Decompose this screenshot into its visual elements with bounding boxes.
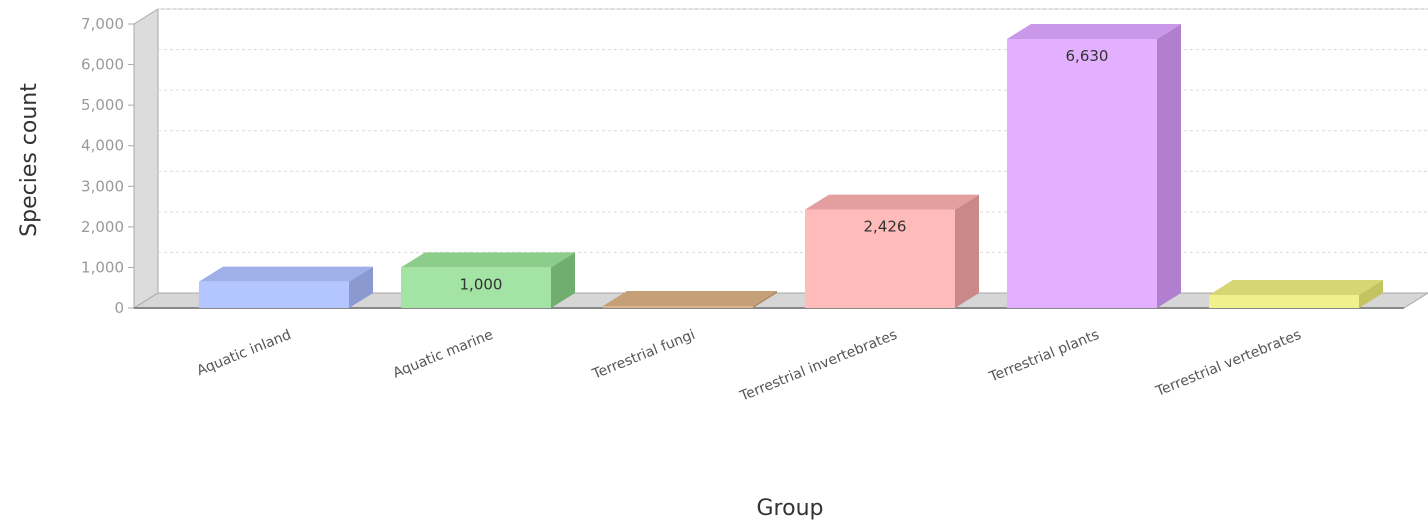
data-label: 1,000	[460, 275, 503, 293]
bar-side	[753, 290, 777, 308]
y-tick-label: 7,000	[81, 15, 124, 33]
x-tick-label: Aquatic inland	[195, 327, 294, 379]
bar-top	[1007, 24, 1181, 40]
x-tick-label: Terrestrial vertebrates	[1153, 327, 1304, 400]
x-tick-label: Aquatic marine	[391, 327, 496, 382]
x-tick-label: Terrestrial invertebrates	[737, 327, 900, 405]
y-tick-label: 6,000	[81, 56, 124, 74]
bar-5	[1007, 24, 1181, 309]
bar-top	[805, 194, 979, 210]
bar-front	[401, 267, 551, 308]
x-tick-label: Terrestrial plants	[986, 327, 1101, 386]
bar-4	[805, 194, 979, 308]
gridlines	[158, 8, 1428, 253]
y-tick-label: 1,000	[81, 258, 124, 276]
bar-front	[1007, 39, 1157, 309]
bar-front	[1209, 295, 1359, 308]
chart-walls	[132, 8, 1428, 309]
bar-front	[199, 281, 349, 308]
bar-front	[805, 209, 955, 308]
y-tick-label: 4,000	[81, 137, 124, 155]
y-axis-title: Species count	[17, 83, 42, 237]
data-label: 2,426	[864, 218, 907, 236]
bar-top	[401, 252, 575, 268]
y-tick-label: 2,000	[81, 218, 124, 236]
y-tick-label: 0	[114, 299, 124, 317]
left-wall	[133, 8, 159, 309]
bar-6	[1209, 280, 1383, 308]
bar-1	[199, 266, 373, 308]
y-tick-label: 5,000	[81, 96, 124, 114]
bar-2	[401, 252, 575, 308]
bar-side	[1157, 24, 1181, 309]
bar-side	[1359, 280, 1383, 308]
bar-top	[1209, 280, 1383, 296]
data-label: 6,630	[1066, 47, 1109, 65]
bar-top	[199, 266, 373, 282]
x-tick-label: Terrestrial fungi	[589, 327, 697, 383]
y-tick-label: 3,000	[81, 177, 124, 195]
x-axis-title: Group	[757, 496, 824, 520]
bar-top	[603, 290, 777, 306]
x-axis-tick-labels: Aquatic inland Aquatic marine Terrestrial …	[195, 327, 1304, 405]
bar-side	[551, 252, 575, 308]
bars	[199, 24, 1383, 309]
bar-side	[349, 266, 373, 308]
bar-side	[955, 194, 979, 308]
bar-front	[603, 305, 753, 308]
bar-3	[603, 290, 777, 308]
data-labels: 1,000 2,426 6,630	[460, 47, 1109, 293]
y-axis-ticks: 0 1,000 2,000 3,000 4,000 5,000 6,000 7,000	[81, 15, 134, 317]
